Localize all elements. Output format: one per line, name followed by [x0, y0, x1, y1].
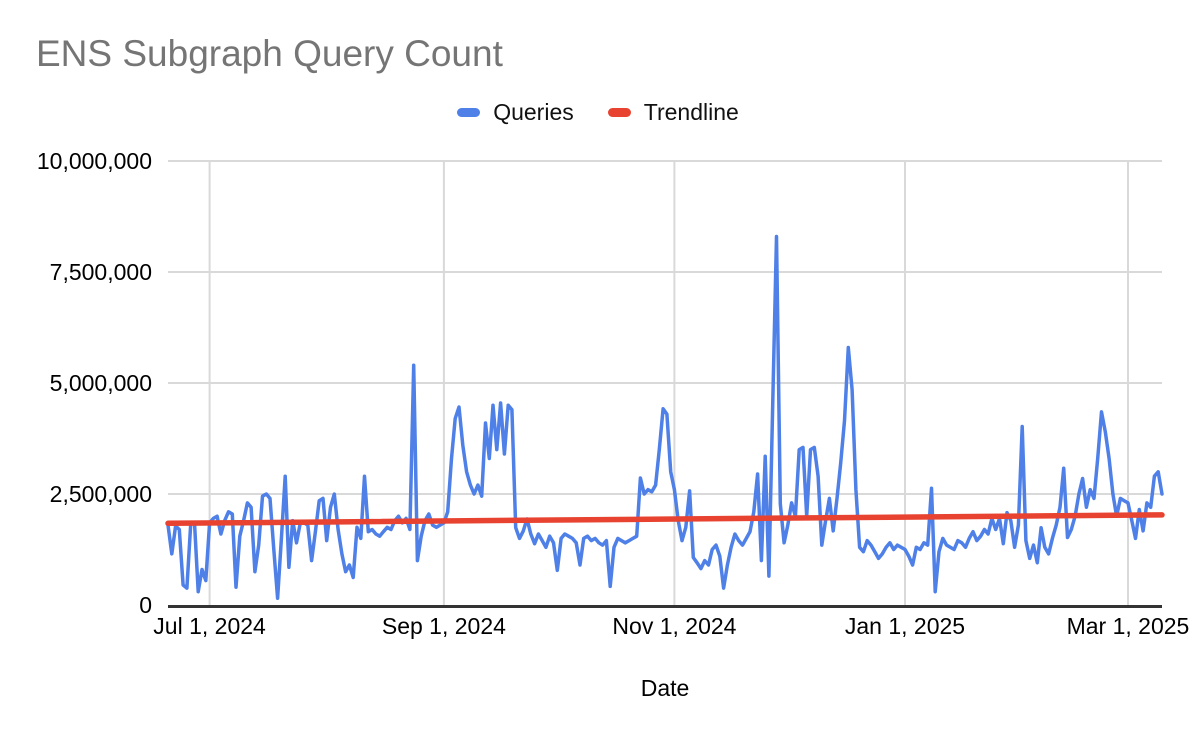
x-tick-label: Jul 1, 2024 — [153, 613, 266, 639]
x-tick-label: Jan 1, 2025 — [844, 613, 966, 639]
y-tick-label: 10,000,000 — [36, 148, 152, 174]
queries-legend-swatch-icon — [457, 107, 481, 117]
legend-item-trendline: Trendline — [607, 98, 739, 126]
plot-area — [165, 160, 1165, 605]
y-tick-label: 2,500,000 — [49, 481, 152, 507]
trendline-legend-swatch-icon — [607, 107, 631, 117]
x-tick-label: Sep 1, 2024 — [381, 613, 506, 639]
chart-title: ENS Subgraph Query Count — [36, 33, 503, 74]
chart-canvas — [165, 160, 1165, 605]
y-tick-label: 0 — [139, 592, 152, 618]
y-tick-label: 5,000,000 — [49, 370, 152, 396]
vertical-gridlines — [208, 161, 1129, 605]
queries-series-line — [166, 234, 1164, 601]
legend: Queries Trendline — [0, 97, 1196, 127]
y-tick-label: 7,500,000 — [49, 259, 152, 285]
queries-legend-label: Queries — [493, 98, 574, 125]
x-tick-label: Nov 1, 2024 — [612, 613, 737, 639]
trendline-legend-label: Trendline — [643, 98, 739, 125]
x-axis-line — [168, 605, 1162, 608]
x-axis-title: Date — [640, 675, 690, 701]
legend-item-queries: Queries — [457, 99, 574, 126]
x-tick-label: Mar 1, 2025 — [1066, 613, 1190, 639]
horizontal-gridlines — [168, 160, 1162, 495]
trendline-series-line — [165, 512, 1165, 527]
